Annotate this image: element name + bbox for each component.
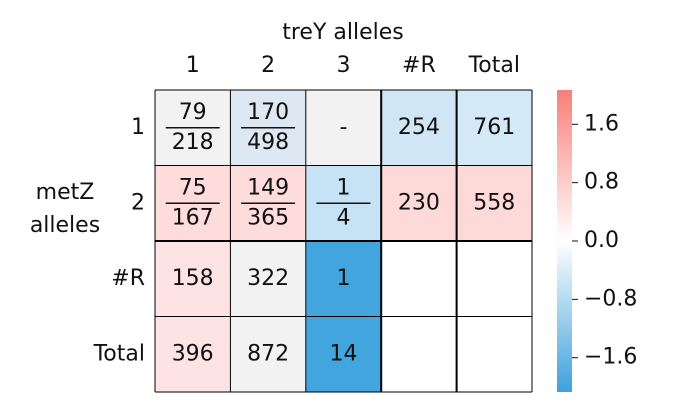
cell	[230, 241, 306, 317]
cell	[305, 316, 382, 392]
cell	[456, 316, 532, 392]
cell	[381, 165, 457, 241]
denominator: 218	[172, 130, 214, 155]
cell-value: 254	[398, 115, 440, 140]
x-tick-label: #R	[402, 53, 436, 78]
cell	[305, 241, 382, 317]
colorbar-tick-label: 0.8	[584, 170, 619, 195]
cell	[456, 90, 532, 166]
y-tick-label: 2	[131, 190, 145, 215]
numerator: 1	[337, 175, 351, 200]
cell	[155, 241, 231, 317]
cell-value: 1	[337, 266, 351, 291]
denominator: 365	[247, 205, 289, 230]
chart-title: treY alleles	[282, 20, 404, 45]
y-tick-label: #R	[111, 266, 145, 291]
numerator: 170	[247, 100, 289, 125]
y-axis-label: alleles	[30, 213, 100, 238]
x-tick-label: 2	[261, 53, 275, 78]
colorbar-tick-label: 1.6	[584, 111, 619, 136]
cell-value: 872	[247, 341, 289, 366]
denominator: 4	[337, 205, 351, 230]
cell-value: 14	[330, 341, 358, 366]
denominator: 498	[247, 130, 289, 155]
cell-label: -	[340, 115, 348, 140]
cell-value: 158	[172, 266, 214, 291]
cell	[381, 316, 457, 392]
colorbar	[557, 90, 572, 392]
y-tick-label: 1	[131, 115, 145, 140]
y-axis-label: metZ	[36, 180, 95, 205]
cell	[305, 90, 382, 166]
x-tick-label: Total	[468, 53, 520, 78]
cell-value: 322	[247, 266, 289, 291]
cell	[456, 165, 532, 241]
numerator: 79	[179, 100, 207, 125]
numerator: 149	[247, 175, 289, 200]
numerator: 75	[179, 175, 207, 200]
denominator: 167	[172, 205, 214, 230]
cell	[381, 241, 457, 317]
y-tick-label: Total	[93, 341, 145, 366]
cell	[381, 90, 457, 166]
cell-value: 558	[473, 190, 515, 215]
cell	[155, 316, 231, 392]
colorbar-tick-label: −0.8	[584, 286, 637, 311]
cell	[456, 241, 532, 317]
cell	[230, 316, 306, 392]
colorbar-tick-label: −1.6	[584, 345, 637, 370]
colorbar-tick-label: 0.0	[584, 228, 619, 253]
cell-value: 230	[398, 190, 440, 215]
cell-value: 761	[473, 115, 515, 140]
x-tick-label: 3	[337, 53, 351, 78]
cell-value: 396	[172, 341, 214, 366]
x-tick-label: 1	[186, 53, 200, 78]
